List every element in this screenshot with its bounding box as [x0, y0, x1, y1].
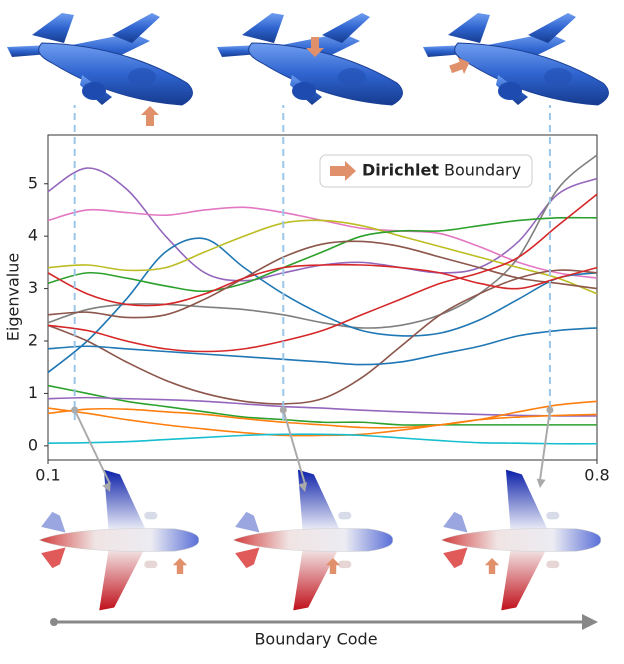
y-axis-label: Eigenvalue [4, 253, 23, 341]
highlight-dot [546, 406, 554, 414]
y-tick-label: 3 [28, 278, 38, 297]
series-line [47, 240, 598, 319]
x-tick-label: 0.1 [35, 466, 60, 485]
series-line [47, 216, 598, 293]
y-tick-label: 4 [28, 226, 38, 245]
x-tick-label: 0.8 [584, 466, 609, 485]
series-line [47, 407, 598, 437]
series-line [47, 269, 598, 405]
legend-label-bold: Dirichlet [362, 161, 439, 180]
legend: Dirichlet Boundary [319, 154, 533, 188]
series-line [47, 219, 598, 295]
x-arrow [50, 614, 598, 630]
highlight-arrow [282, 409, 306, 485]
highlight-dot [71, 406, 79, 414]
highlight-arrowhead [536, 478, 546, 488]
y-tick-label: 5 [28, 173, 38, 192]
legend-label: Boundary [444, 161, 521, 180]
series-line [47, 237, 598, 374]
plot-frame [47, 134, 598, 461]
highlight-dot [279, 406, 287, 414]
y-tick-label: 0 [28, 435, 38, 454]
y-tick-label: 1 [28, 383, 38, 402]
x-axis-label: Boundary Code [254, 630, 377, 649]
y-tick-label: 2 [28, 331, 38, 350]
highlight-arrowhead [102, 482, 111, 492]
top-planes [6, 12, 609, 126]
series-line [47, 400, 598, 429]
series-line [47, 433, 598, 445]
series-line [47, 206, 598, 279]
bottom-planes [38, 469, 602, 611]
series-line [47, 396, 598, 417]
series-line [47, 384, 597, 426]
series-line [47, 263, 598, 307]
series-line [47, 193, 598, 353]
highlight-arrowhead [298, 482, 308, 492]
highlight-arrow [539, 409, 551, 481]
highlight-arrow [73, 409, 111, 485]
plot: 0 1 2 3 4 5 0.1 0.8 [28, 105, 610, 492]
series-line [47, 327, 598, 366]
